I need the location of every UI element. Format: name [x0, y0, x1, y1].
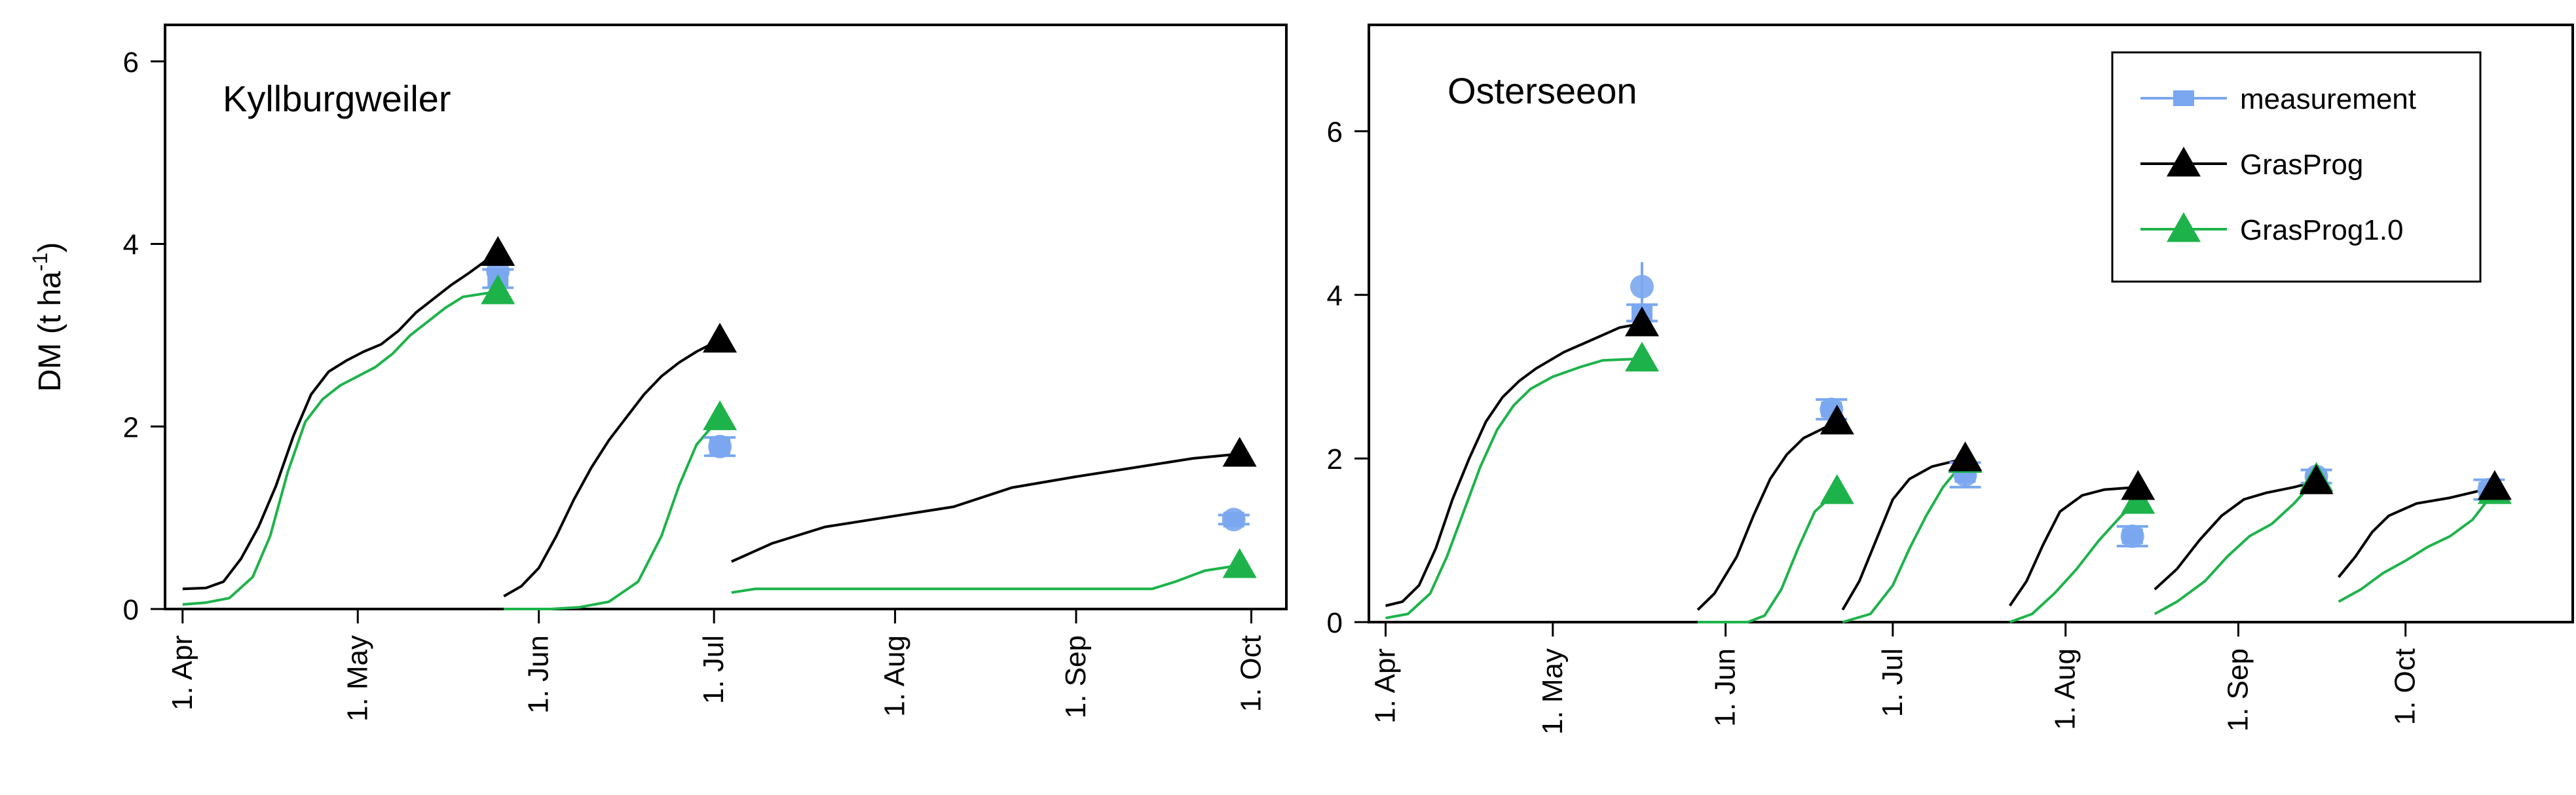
x-tick-label: 1. May	[341, 635, 373, 722]
x-tick-label: 1. Jun	[1709, 648, 1742, 727]
series-line-grasprog	[182, 251, 499, 591]
panel-kyllburgweiler: Kyllburgweiler DM (t ha-1) 0 2 4 6 1. Apr 1. …	[28, 24, 1288, 722]
plot-frame	[164, 24, 1288, 610]
series-line-grasprog	[2154, 480, 2317, 591]
measurement-point-mean	[2120, 524, 2144, 548]
series-line-grasprog	[503, 339, 721, 598]
x-tick-label: 1. Oct	[2389, 648, 2421, 725]
series-line-grasprog	[1385, 322, 1643, 607]
panel-title: Osterseeon	[1447, 70, 1637, 111]
marker-grasprog1-0	[481, 274, 515, 305]
marker-grasprog	[481, 236, 515, 266]
series-line-grasprog1-0	[1698, 490, 1839, 623]
legend-label: measurement	[2240, 83, 2416, 115]
x-tick-label: 1. May	[1537, 648, 1569, 735]
marker-grasprog	[2299, 464, 2334, 494]
y-tick-label: 2	[123, 411, 139, 443]
series-line-grasprog	[1841, 457, 1966, 611]
series-line-grasprog1-0	[2338, 490, 2496, 603]
series-line-grasprog	[1696, 420, 1838, 611]
marker-grasprog1-0	[703, 400, 737, 430]
series-line-grasprog1-0	[182, 290, 498, 606]
measurement-point-mean	[1222, 508, 1246, 532]
series-line-grasprog1-0	[1385, 357, 1643, 619]
y-tick-label: 6	[1327, 116, 1343, 148]
marker-grasprog	[1624, 306, 1659, 337]
series-line-grasprog	[2338, 485, 2495, 578]
series-line-grasprog1-0	[504, 416, 721, 610]
series-line-grasprog1-0	[731, 564, 1241, 594]
x-tick-label: 1. Aug	[879, 635, 911, 717]
x-tick-label: 1. Sep	[2222, 648, 2254, 731]
marker-grasprog	[1948, 441, 1983, 471]
x-tick-label: 1. Apr	[166, 635, 198, 711]
y-tick-label: 0	[123, 594, 139, 626]
legend-marker-triangle	[2167, 212, 2201, 242]
legend-label: GrasProg	[2240, 149, 2363, 181]
legend-label: GrasProg1.0	[2240, 214, 2403, 246]
marker-grasprog	[2477, 470, 2512, 500]
series-markers	[1624, 262, 2512, 548]
axis-ticks: 0 2 4 6 1. Apr 1. May 1. Jun 1. Jul 1. Aug 1. Sep…	[1327, 116, 2421, 735]
series-line-grasprog1-0	[2154, 478, 2318, 616]
x-tick-label: 1. Jul	[1876, 648, 1909, 717]
y-axis-label: DM (t ha-1)	[28, 242, 67, 392]
series-line-grasprog1-0	[1842, 459, 1967, 623]
legend-marker-triangle	[2167, 147, 2201, 177]
x-tick-label: 1. Oct	[1235, 635, 1267, 712]
marker-grasprog	[2121, 470, 2156, 500]
y-tick-label: 6	[123, 46, 139, 79]
x-tick-label: 1. Sep	[1060, 635, 1092, 718]
series-line-grasprog	[2008, 485, 2138, 607]
series-markers	[481, 236, 1257, 578]
marker-grasprog	[703, 322, 737, 353]
marker-grasprog1-0	[1222, 548, 1257, 578]
panel-osterseeon: Osterseeon 0 2 4 6 1. Apr 1. May 1. Jun 1. Jul 1…	[1327, 24, 2574, 735]
measurement-point-mean	[1630, 274, 1654, 299]
x-tick-label: 1. Apr	[1370, 648, 1402, 724]
legend-marker-square	[2173, 90, 2194, 106]
x-tick-label: 1. Aug	[2049, 648, 2081, 730]
marker-grasprog1-0	[1624, 341, 1659, 372]
series-lines	[1385, 322, 2496, 623]
y-tick-label: 4	[1327, 280, 1343, 312]
marker-grasprog	[1222, 437, 1257, 467]
axis-ticks: 0 2 4 6 1. Apr 1. May 1. Jun 1. Jul 1. Aug 1. Sep…	[123, 46, 1267, 722]
series-line-grasprog1-0	[2009, 500, 2139, 623]
y-tick-label: 0	[1327, 607, 1343, 639]
series-lines	[182, 251, 1241, 610]
y-tick-label: 4	[123, 229, 139, 261]
y-tick-label: 2	[1327, 443, 1343, 475]
marker-grasprog1-0	[1820, 474, 1854, 504]
legend: measurement GrasProg GrasProg1.0	[2111, 51, 2482, 283]
panel-title: Kyllburgweiler	[223, 78, 451, 119]
marker-grasprog	[1820, 404, 1854, 435]
measurement-point-mean	[708, 434, 732, 458]
series-line-grasprog	[731, 453, 1240, 563]
x-tick-label: 1. Jun	[523, 635, 555, 714]
x-tick-label: 1. Jul	[698, 635, 730, 704]
